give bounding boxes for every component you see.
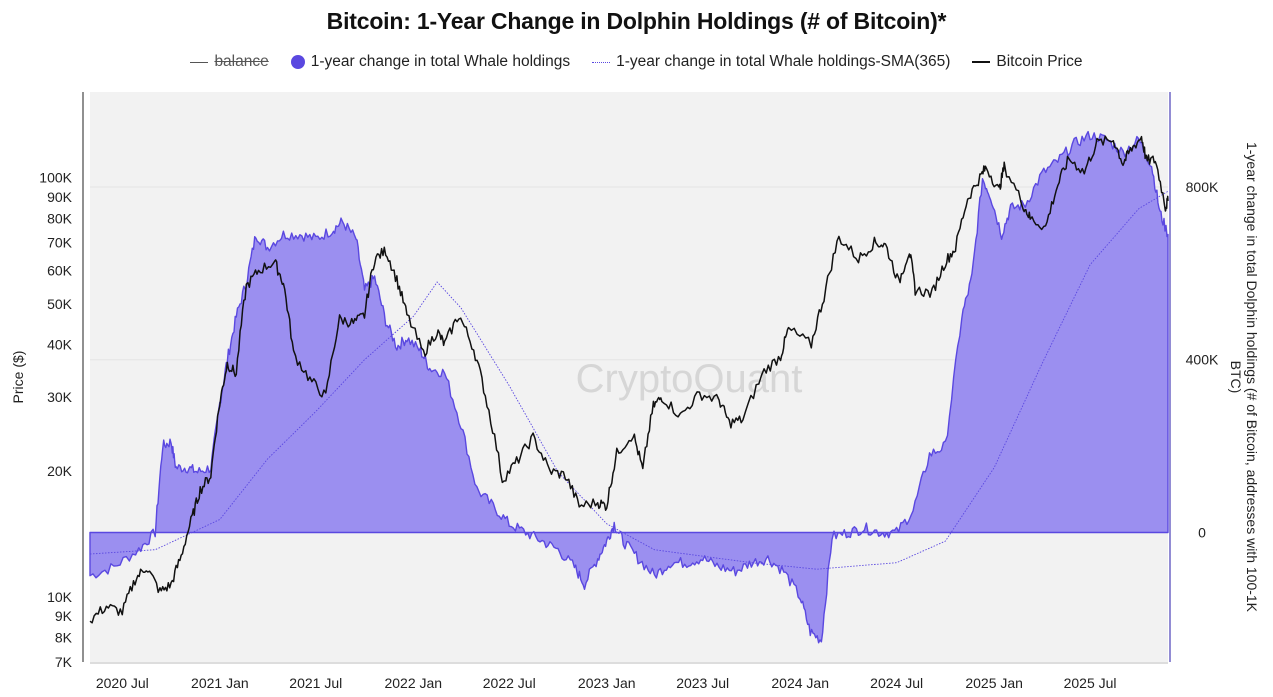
x-tick-label: 2022 Jul <box>483 675 536 691</box>
watermark: CryptoQuant <box>576 357 803 401</box>
right-tick-label: 0 <box>1198 524 1206 540</box>
legend-item-balance[interactable]: balance <box>190 53 269 71</box>
series-line-bitcoin-price <box>89 135 1169 624</box>
x-tick-label: 2023 Jan <box>578 675 636 691</box>
left-tick-label: 60K <box>47 263 73 279</box>
x-tick-label: 2024 Jan <box>771 675 829 691</box>
left-axis-label: Price ($) <box>10 351 26 404</box>
x-tick-label: 2020 Jul <box>96 675 149 691</box>
left-tick-label: 70K <box>47 235 73 251</box>
legend-item-whale-change[interactable]: 1-year change in total Whale holdings <box>290 53 571 71</box>
dot-swatch-icon <box>290 55 305 69</box>
legend-item-whale-sma[interactable]: 1-year change in total Whale holdings-SM… <box>592 53 950 71</box>
right-tick-label: 800K <box>1186 179 1219 195</box>
right-tick-label: 400K <box>1186 352 1219 368</box>
x-tick-label: 2025 Jan <box>965 675 1023 691</box>
legend-label: Bitcoin Price <box>996 53 1083 70</box>
left-tick-label: 50K <box>47 296 73 312</box>
x-tick-label: 2022 Jan <box>384 675 442 691</box>
x-tick-label: 2023 Jul <box>676 675 729 691</box>
left-tick-label: 80K <box>47 210 73 226</box>
line-swatch-icon <box>972 61 991 63</box>
x-tick-label: 2025 Jul <box>1064 675 1117 691</box>
legend: balance 1-year change in total Whale hol… <box>0 53 1273 71</box>
dotted-line-swatch-icon <box>592 61 611 63</box>
x-tick-label: 2021 Jul <box>289 675 342 691</box>
legend-label: 1-year change in total Whale holdings <box>310 53 571 70</box>
legend-label: balance <box>214 53 269 70</box>
left-tick-label: 7K <box>55 654 73 670</box>
right-axis-label-line-1: 1-year change in total Dolphin holdings … <box>1244 142 1260 613</box>
x-axis-ticks: 2020 Jul 2021 Jan 2021 Jul 2022 Jan 2022 Jul… <box>96 675 1117 691</box>
x-tick-label: 2024 Jul <box>870 675 923 691</box>
legend-label: 1-year change in total Whale holdings-SM… <box>616 53 951 70</box>
left-tick-label: 8K <box>55 630 73 646</box>
line-swatch-icon <box>190 61 209 63</box>
x-tick-label: 2021 Jan <box>191 675 249 691</box>
left-tick-label: 30K <box>47 389 73 405</box>
left-tick-label: 40K <box>47 337 73 353</box>
right-axis-label-line-2: BTC) <box>1228 361 1244 394</box>
left-tick-label: 20K <box>47 463 73 479</box>
left-tick-label: 10K <box>47 589 73 605</box>
left-axis-ticks: 7K 8K 9K 10K 20K 30K 40K 50K 60K 70K 80K 90K 100K <box>39 170 72 670</box>
right-axis-ticks: 0 400K 800K <box>1186 179 1219 540</box>
chart-title: Bitcoin: 1-Year Change in Dolphin Holdin… <box>326 8 947 34</box>
series-area-whale-change <box>89 130 1169 644</box>
legend-item-bitcoin-price[interactable]: Bitcoin Price <box>972 53 1083 71</box>
series-line-whale-sma <box>89 190 1169 570</box>
left-tick-label: 90K <box>47 189 73 205</box>
left-tick-label: 9K <box>55 608 73 624</box>
left-tick-label: 100K <box>39 170 72 186</box>
